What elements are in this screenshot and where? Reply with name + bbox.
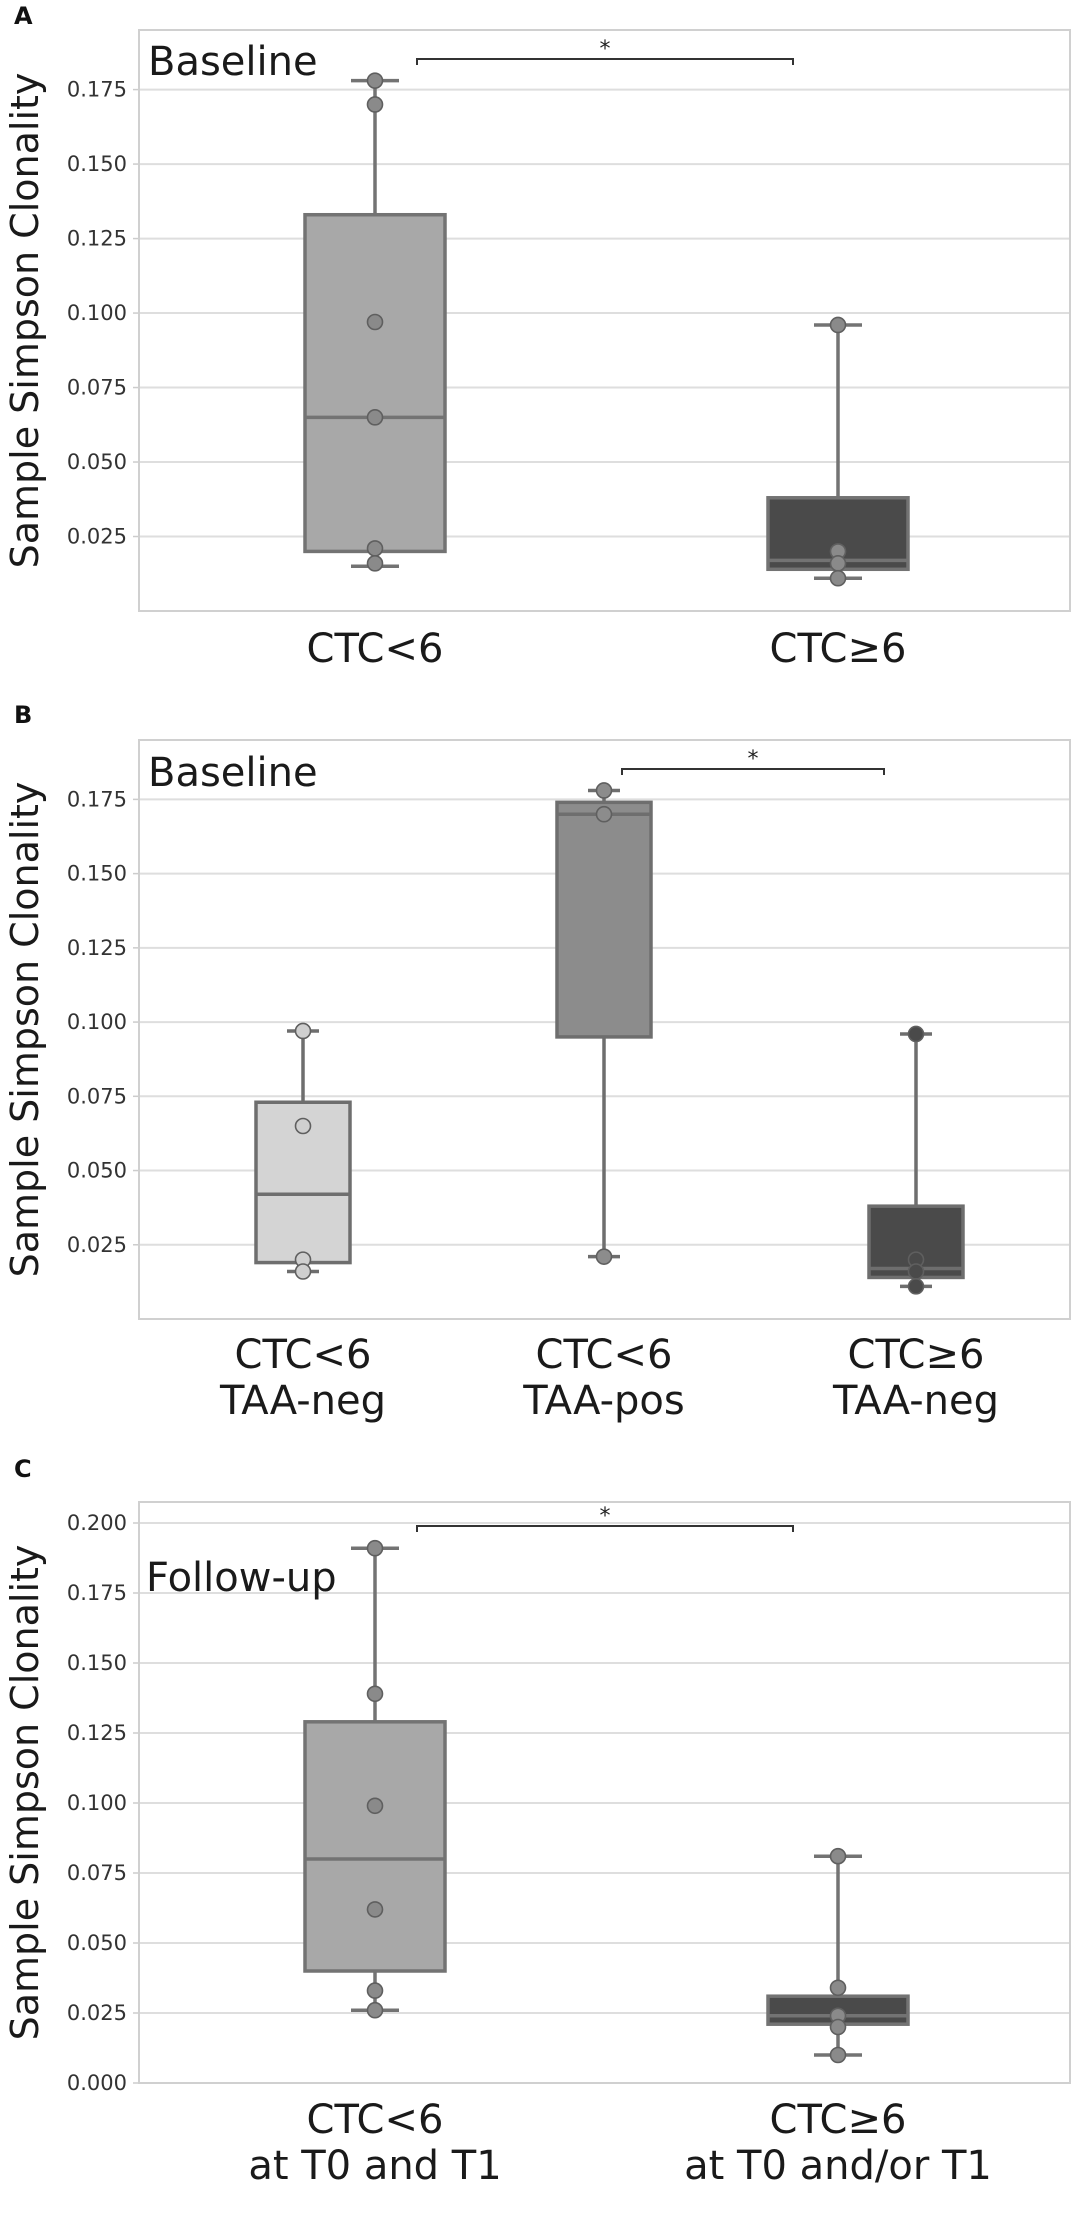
- y-tick-label: 0.175: [67, 787, 127, 811]
- y-tick-label: 0.100: [67, 1010, 127, 1034]
- data-point: [366, 1982, 384, 1999]
- x-category-label: CTC<6: [307, 2097, 444, 2143]
- data-point: [829, 316, 847, 334]
- data-point: [829, 1847, 847, 1865]
- box-group-3: [867, 1025, 965, 1295]
- panel-letter: C: [14, 1455, 32, 1483]
- y-tick-label: 0.075: [67, 376, 127, 400]
- x-category-label: TAA-pos: [522, 1378, 684, 1424]
- data-point: [366, 72, 384, 89]
- data-point: [907, 1263, 925, 1280]
- chart-panel-a: A 0.025 0.050 0.075 0.100 0.125 0.150 0.175 Samp…: [3, 2, 1071, 672]
- box-iqr: [303, 1720, 447, 1973]
- y-axis-label: Sample Simpson Clonality: [3, 73, 47, 569]
- y-tick-label: 0.075: [67, 1861, 127, 1885]
- y-axis-label: Sample Simpson Clonality: [3, 782, 47, 1278]
- data-point: [595, 1248, 613, 1265]
- x-category-label: CTC<6: [536, 1332, 673, 1378]
- y-tick-label: 0.050: [67, 1159, 127, 1183]
- y-tick-label: 0.050: [67, 1931, 127, 1955]
- data-point: [829, 569, 847, 587]
- plot-frame: [138, 739, 1071, 1320]
- x-category-label: CTC≥6: [848, 1332, 985, 1378]
- significance-star: *: [600, 1504, 611, 1529]
- data-point: [366, 1685, 384, 1703]
- panel-letter: B: [14, 701, 32, 729]
- plot-frame: [138, 1501, 1071, 2084]
- box-group-1: [303, 1539, 447, 2019]
- panel-annotation: Baseline: [148, 750, 318, 796]
- y-tick-label: 0.100: [67, 301, 127, 325]
- data-point: [366, 540, 384, 557]
- box-group-2: [555, 782, 653, 1265]
- box-group-2: [766, 1847, 910, 2064]
- y-tick-label: 0.000: [67, 2071, 127, 2095]
- data-point: [366, 409, 384, 426]
- significance-bracket: [621, 768, 885, 775]
- x-category-label: at T0 and T1: [248, 2143, 501, 2189]
- y-tick-label: 0.175: [67, 1581, 127, 1605]
- data-point: [366, 1797, 384, 1815]
- y-tick-label: 0.025: [67, 525, 127, 549]
- y-tick-label: 0.025: [67, 1233, 127, 1257]
- box-group-1: [303, 72, 447, 572]
- data-point: [366, 1901, 384, 1918]
- data-point: [366, 313, 384, 331]
- x-category-label: at T0 and/or T1: [684, 2143, 992, 2189]
- data-point: [907, 1025, 925, 1043]
- significance-star: *: [748, 747, 759, 772]
- box-iqr: [303, 212, 447, 554]
- panel-annotation: Baseline: [148, 39, 318, 85]
- data-point: [829, 1979, 847, 1997]
- y-tick-label: 0.200: [67, 1511, 127, 1535]
- x-category-label: TAA-neg: [832, 1378, 999, 1424]
- data-point: [907, 1278, 925, 1295]
- data-point: [595, 782, 613, 799]
- x-category-label: TAA-neg: [219, 1378, 386, 1424]
- y-axis-label: Sample Simpson Clonality: [3, 1545, 47, 2041]
- y-tick-label: 0.150: [67, 862, 127, 886]
- x-category-label: CTC<6: [307, 626, 444, 672]
- y-tick-label: 0.125: [67, 1721, 127, 1745]
- significance-bracket: [416, 58, 794, 65]
- significance-bracket: [416, 1525, 794, 1532]
- data-point: [595, 805, 613, 823]
- y-tick-label: 0.125: [67, 227, 127, 251]
- significance-star: *: [600, 37, 611, 62]
- box-group-1: [254, 1022, 352, 1280]
- panel-letter: A: [14, 2, 33, 30]
- chart-panel-b: B 0.025 0.050 0.075 0.100 0.125 0.150 0.175 Samp…: [3, 701, 1071, 1424]
- data-point: [294, 1117, 312, 1135]
- data-point: [829, 2046, 847, 2064]
- data-point: [366, 96, 384, 113]
- data-point: [366, 1539, 384, 1557]
- y-tick-label: 0.075: [67, 1084, 127, 1108]
- y-tick-label: 0.100: [67, 1791, 127, 1815]
- y-tick-label: 0.125: [67, 936, 127, 960]
- data-point: [294, 1022, 312, 1040]
- data-point: [294, 1263, 312, 1280]
- data-point: [366, 2001, 384, 2019]
- box-group-2: [766, 316, 910, 587]
- box-iqr: [555, 800, 653, 1039]
- data-point: [366, 555, 384, 572]
- x-category-label: CTC≥6: [770, 2097, 907, 2143]
- plot-frame: [138, 29, 1071, 612]
- y-tick-label: 0.150: [67, 1651, 127, 1675]
- x-category-label: CTC≥6: [770, 626, 907, 672]
- data-point: [829, 555, 847, 572]
- chart-panel-c: C 0.000 0.025 0.050 0.075 0.100 0.125 0.150 0.17…: [3, 1455, 1071, 2189]
- y-tick-label: 0.175: [67, 78, 127, 102]
- y-tick-label: 0.050: [67, 450, 127, 474]
- data-point: [829, 2018, 847, 2036]
- y-tick-label: 0.150: [67, 152, 127, 176]
- x-category-label: CTC<6: [235, 1332, 372, 1378]
- panel-annotation: Follow-up: [146, 1555, 337, 1601]
- y-tick-label: 0.025: [67, 2001, 127, 2025]
